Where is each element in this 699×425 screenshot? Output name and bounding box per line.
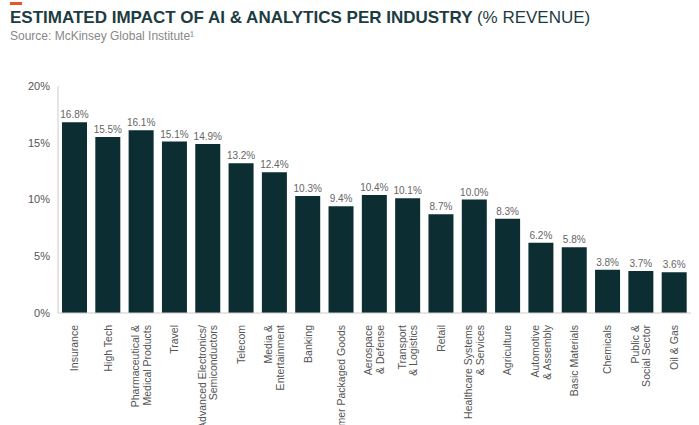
html-text:ESTIMATED IMPACT OF AI & ANALY: ESTIMATED IMPACT OF AI & ANALYTICS PER I… [10, 8, 591, 27]
svg-text:Aerospace& Defense: Aerospace& Defense [362, 325, 386, 375]
svg-text:Retail: Retail [435, 325, 447, 352]
svg-text:10.0%: 10.0% [460, 187, 488, 198]
svg-text:Insurance: Insurance [68, 325, 80, 371]
svg-text:15.1%: 15.1% [160, 129, 188, 140]
svg-text:15.5%: 15.5% [94, 124, 122, 135]
svg-text:20%: 20% [28, 80, 50, 92]
svg-text:Banking: Banking [302, 325, 314, 363]
svg-text:Travel: Travel [168, 325, 180, 354]
svg-text:3.6%: 3.6% [663, 259, 686, 270]
html-text:Source: McKinsey Global Instit: Source: McKinsey Global Institute¹ [10, 29, 195, 43]
svg-text:Pharmaceutical &Medical Produc: Pharmaceutical &Medical Products [129, 325, 153, 407]
svg-text:14.9%: 14.9% [194, 131, 222, 142]
svg-text:Advanced Electronics/Semicondu: Advanced Electronics/Semiconductors [196, 325, 220, 425]
svg-text:10.1%: 10.1% [393, 185, 421, 196]
svg-text:15%: 15% [28, 137, 50, 149]
svg-text:Agriculture: Agriculture [501, 325, 513, 375]
svg-text:8.7%: 8.7% [430, 201, 453, 212]
svg-text:Transport& Logistics: Transport& Logistics [396, 325, 420, 376]
svg-text:16.8%: 16.8% [60, 109, 88, 120]
svg-text:Basic Materials: Basic Materials [568, 325, 580, 396]
svg-text:High Tech: High Tech [102, 325, 114, 372]
svg-text:8.3%: 8.3% [496, 206, 519, 217]
svg-text:10%: 10% [28, 193, 50, 205]
svg-text:3.7%: 3.7% [629, 258, 652, 269]
svg-text:10.4%: 10.4% [360, 182, 388, 193]
svg-text:Oil & Gas: Oil & Gas [668, 325, 680, 370]
svg-text:9.4%: 9.4% [330, 193, 353, 204]
svg-text:Automotive& Assembly: Automotive& Assembly [529, 324, 553, 380]
svg-text:6.2%: 6.2% [530, 230, 553, 241]
svg-text:Healthcare Systems& Services: Healthcare Systems& Services [462, 325, 486, 419]
svg-text:Telecom: Telecom [235, 325, 247, 364]
svg-text:Media &Entertainment: Media &Entertainment [262, 325, 286, 390]
svg-text:0%: 0% [34, 307, 50, 319]
svg-text:10.3%: 10.3% [294, 183, 322, 194]
svg-text:16.1%: 16.1% [127, 117, 155, 128]
svg-text:5.8%: 5.8% [563, 234, 586, 245]
svg-text:Public &Social Sector: Public &Social Sector [629, 325, 653, 387]
svg-text:13.2%: 13.2% [227, 150, 255, 161]
svg-text:12.4%: 12.4% [260, 159, 288, 170]
svg-text:3.8%: 3.8% [596, 257, 619, 268]
svg-text:5%: 5% [34, 250, 50, 262]
svg-text:Chemicals: Chemicals [601, 325, 613, 374]
svg-text:Consumer Packaged Goods: Consumer Packaged Goods [335, 325, 347, 425]
